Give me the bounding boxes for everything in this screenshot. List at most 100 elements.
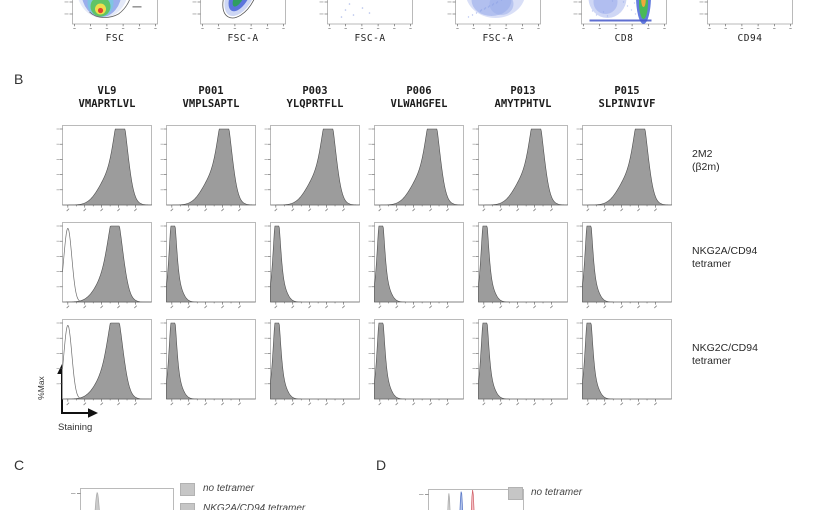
y-tick-label	[319, 1, 324, 3]
y-tick-label	[264, 256, 268, 257]
histogram-peak	[478, 225, 568, 303]
y-tick-label	[56, 322, 60, 324]
column-header-peptide: VMPLSAPTL	[182, 98, 240, 110]
x-tick-label	[341, 402, 346, 406]
x-tick-label	[653, 305, 658, 309]
histogram-plot	[472, 125, 568, 212]
x-tick-label	[221, 305, 225, 309]
x-axis-label: FSC-A	[227, 33, 259, 44]
y-tick-label	[368, 271, 372, 272]
panel-d-label: D	[376, 457, 387, 473]
histogram-plot	[264, 222, 360, 309]
histogram-plot	[472, 222, 568, 309]
column-header-peptide: AMYTPHTVL	[494, 98, 552, 110]
x-tick-label	[412, 402, 416, 406]
y-tick-label	[160, 174, 164, 175]
row-label-line1: NKG2C/CD94	[692, 342, 758, 354]
histogram-peak	[478, 128, 568, 206]
y-tick-label	[264, 143, 268, 145]
x-tick-label	[586, 402, 590, 406]
x-tick-label	[237, 402, 242, 406]
x-tick-label	[266, 28, 269, 29]
scatter-dot	[633, 2, 636, 4]
x-tick-label	[482, 402, 486, 406]
scatter-dot	[340, 16, 343, 18]
x-tick-label	[647, 28, 650, 29]
y-tick-label	[368, 143, 372, 145]
y-tick-label	[56, 225, 60, 227]
histogram-plot	[264, 125, 360, 212]
y-tick-label	[368, 256, 372, 257]
histogram-plot	[368, 125, 464, 212]
y-tick-label	[160, 256, 164, 257]
legend-label: no tetramer	[531, 487, 583, 498]
y-tick-label	[472, 322, 476, 324]
histogram-peak	[582, 225, 672, 303]
legend-swatch	[180, 483, 195, 496]
y-tick-label	[64, 1, 69, 3]
flow-density-plot	[64, 0, 158, 29]
y-tick-label	[368, 337, 372, 339]
x-tick-label	[344, 28, 347, 29]
control-histogram-line	[62, 228, 152, 303]
x-tick-label	[133, 402, 138, 406]
y-tick-label	[573, 1, 578, 3]
y-tick-label	[368, 353, 372, 354]
histogram-plot	[264, 319, 360, 406]
x-tick-label	[412, 305, 416, 309]
histogram-plot	[160, 222, 256, 309]
histogram-peak	[582, 322, 672, 400]
density-blob	[639, 0, 648, 19]
y-tick-label	[419, 494, 424, 495]
density-blob	[593, 0, 618, 14]
y-tick-label	[576, 128, 580, 130]
y-tick-label	[447, 13, 452, 15]
scatter-dot	[630, 9, 633, 11]
y-tick-label	[576, 240, 580, 242]
histogram-peak	[166, 225, 256, 303]
scatter-dot	[492, 3, 495, 5]
density-blob	[97, 7, 104, 14]
y-tick-label	[160, 337, 164, 339]
x-tick-label	[603, 305, 607, 309]
x-tick-label	[328, 28, 331, 29]
x-tick-label	[472, 28, 475, 29]
x-tick-label	[187, 208, 191, 212]
x-tick-label	[488, 28, 492, 29]
panel-b-label: B	[14, 71, 24, 87]
histogram-peak	[270, 225, 360, 303]
y-tick-label	[160, 286, 164, 288]
histogram-peak	[374, 128, 464, 206]
x-tick-label	[549, 305, 554, 309]
scatter-dot	[496, 1, 499, 3]
legend-swatch	[180, 503, 195, 510]
x-tick-label	[429, 402, 433, 406]
x-tick-label	[378, 305, 382, 309]
y-tick-label	[576, 225, 580, 227]
x-tick-label	[378, 208, 382, 212]
x-tick-label	[653, 208, 658, 212]
histogram-peak	[447, 493, 451, 510]
column-header-name: P015	[614, 85, 640, 97]
y-tick-label	[576, 189, 580, 191]
scatter-dot	[467, 16, 470, 18]
scatter-dot	[634, 13, 637, 15]
y-tick-label	[472, 174, 476, 175]
scatter-dot	[606, 15, 609, 17]
gate-outline	[89, 0, 130, 18]
legend-label: no tetramer	[203, 483, 255, 494]
histogram-peak	[270, 128, 360, 206]
y-tick-label	[447, 1, 452, 3]
x-tick-label	[653, 402, 658, 406]
y-tick-label	[264, 353, 268, 354]
gate-outline	[222, 0, 259, 19]
x-tick-label	[274, 305, 278, 309]
scatter-dot	[500, 0, 503, 1]
x-tick-label	[66, 208, 70, 212]
scatter-dot	[361, 7, 364, 9]
panel-c-histogram	[71, 488, 174, 510]
density-blob	[641, 0, 646, 7]
y-tick-label	[160, 143, 164, 145]
column-header-peptide: YLQPRTFLL	[286, 98, 344, 110]
